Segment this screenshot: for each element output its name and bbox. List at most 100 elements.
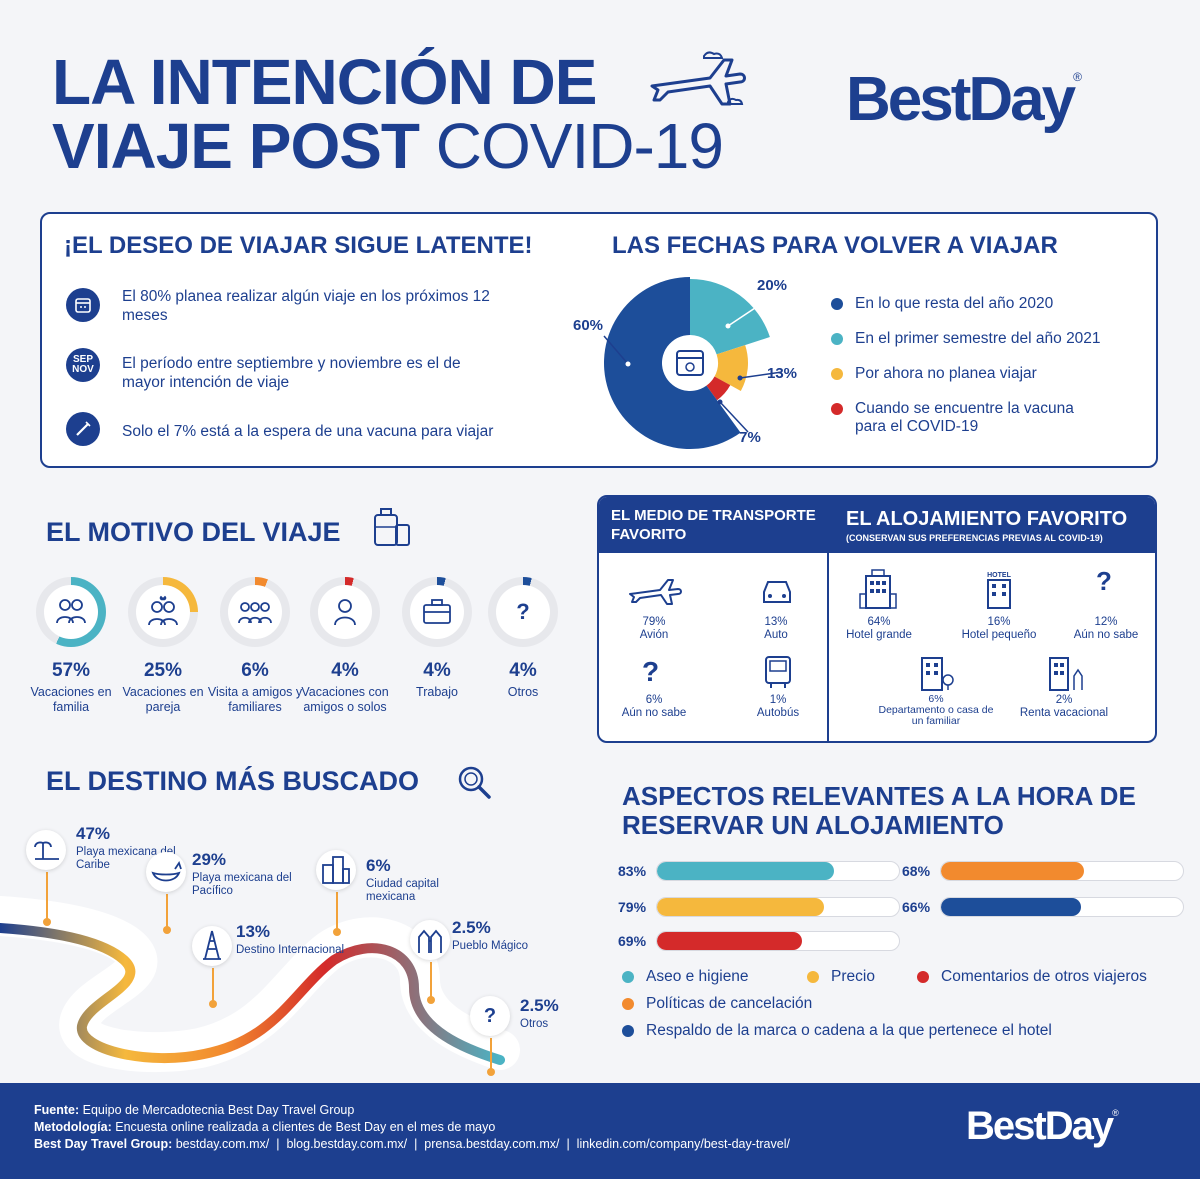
calendar-icon: [66, 288, 100, 322]
legend-item: En el primer semestre del año 2021: [831, 330, 1101, 348]
destination-pin: [490, 1038, 492, 1072]
beach-icon: [26, 830, 66, 870]
footer-link-blog[interactable]: blog.bestday.com.mx/: [286, 1137, 408, 1151]
footer-link-bestday[interactable]: bestday.com.mx/: [175, 1137, 270, 1151]
brand-logo[interactable]: BestDay®: [846, 65, 1082, 134]
dates-pie-chart: 60% 20% 13% 7%: [573, 277, 797, 449]
transport-pct: 6%: [645, 694, 663, 706]
pie-leader-dot: [725, 323, 731, 329]
legend-item: Comentarios de otros viajeros: [917, 968, 1147, 986]
footer-link-press[interactable]: prensa.bestday.com.mx/: [424, 1137, 560, 1151]
airplane-icon: [650, 51, 746, 106]
whale-icon: [146, 852, 186, 892]
aspect-bar-pct: 68%: [902, 863, 931, 879]
legend-item: Precio: [807, 968, 917, 986]
motive-label: Vacaciones en pareja: [122, 685, 204, 714]
destination-pin-dot: [487, 1068, 495, 1076]
aspect-bar: [656, 861, 900, 881]
footer-links: Best Day Travel Group: bestday.com.mx/ |…: [34, 1137, 790, 1151]
destination-pin-dot: [43, 918, 51, 926]
lodging-heading: EL ALOJAMIENTO FAVORITO: [846, 508, 1128, 530]
motive-label: Vacaciones en familia: [30, 685, 112, 714]
aspect-bar: [940, 861, 1184, 881]
vaccine-icon: [66, 412, 100, 446]
lodging-label: Hotel grande: [846, 629, 912, 641]
aspect-bar-pct: 66%: [902, 899, 931, 915]
motive-pct: 25%: [143, 660, 183, 681]
destination-pin: [212, 968, 214, 1004]
destination-pin: [46, 872, 48, 922]
pie-label: 60%: [573, 317, 603, 334]
family-icon: [44, 585, 98, 639]
destination-pct: 47%: [76, 824, 111, 843]
page-title: LA INTENCIÓN DE VIAJE POST COVID-19: [52, 46, 724, 178]
transport-label: Avión: [639, 629, 669, 641]
motive-ring: [128, 577, 198, 647]
question-icon: ?: [1096, 566, 1112, 596]
motive-label: Visita a amigos y familiares: [207, 685, 303, 714]
road-graphic: [0, 896, 520, 1073]
aspects-heading: ASPECTOS RELEVANTES A LA HORA DE RESERVAR…: [622, 781, 1136, 840]
transport-label: Aún no sabe: [621, 707, 687, 719]
destination-pin: [430, 962, 432, 1000]
footer-source: Fuente: Equipo de Mercadotecnia Best Day…: [34, 1103, 355, 1117]
pie-label: 7%: [739, 429, 761, 446]
pie-slice: [603, 277, 741, 449]
transport-pct: 1%: [769, 694, 787, 706]
footer-link-linkedin[interactable]: linkedin.com/company/best-day-travel/: [576, 1137, 790, 1151]
destination-pin: [336, 892, 338, 932]
destination-pin: [166, 894, 168, 930]
pie-label: 20%: [757, 277, 787, 294]
bus-icon: [765, 656, 791, 688]
destination-heading: EL DESTINO MÁS BUSCADO: [46, 766, 420, 796]
destination-pct: 6%: [366, 856, 391, 875]
top-panel: [40, 212, 1158, 468]
aspect-bar: [656, 931, 900, 951]
dates-legend: En lo que resta del año 2020 En el prime…: [831, 295, 1101, 436]
lodging-pct: 64%: [867, 616, 891, 628]
destination-pct: 13%: [236, 922, 271, 941]
transport-heading: EL MEDIO DE TRANSPORTE FAVORITO: [611, 507, 816, 543]
dates-heading: LAS FECHAS PARA VOLVER A VIAJAR: [612, 232, 1058, 259]
eiffel-icon: [192, 926, 232, 966]
footer: [0, 1083, 1200, 1179]
destination-label: Destino Internacional: [236, 944, 345, 956]
pie-leader-dot: [625, 361, 631, 367]
aspect-bar-fill: [657, 898, 824, 916]
friends-icon: [228, 585, 282, 639]
apartment-icon: [921, 657, 954, 691]
destination-pct: 29%: [192, 850, 227, 869]
pie-slice: [690, 279, 770, 355]
question-icon: ?: [496, 585, 550, 639]
church-icon: [410, 920, 450, 960]
transport-label: Autobús: [756, 707, 800, 719]
destination-pct: 2.5%: [520, 996, 559, 1015]
motive-pct: 6%: [241, 660, 269, 681]
luggage-icon: [374, 508, 410, 546]
motive-pct: 57%: [51, 660, 91, 681]
lodging-label: Departamento o casa de un familiar: [878, 704, 994, 727]
question-icon: ?: [642, 656, 660, 687]
footer-brand-logo[interactable]: BestDay®: [966, 1104, 1119, 1148]
motive-label: Otros: [507, 685, 539, 699]
motive-heading: EL MOTIVO DEL VIAJE: [46, 517, 341, 547]
couple-icon: [136, 585, 190, 639]
title-line-1: LA INTENCIÓN DE: [52, 46, 597, 118]
aspect-bar-fill: [941, 862, 1084, 880]
person-icon: [318, 585, 372, 639]
pie-leader-dot: [717, 399, 723, 405]
destination-pin-dot: [427, 996, 435, 1004]
transport-pct: 79%: [642, 616, 666, 628]
calendar-icon: [676, 350, 704, 376]
destination-label: Pueblo Mágico: [452, 940, 529, 952]
hotel-small-icon: HOTEL: [987, 572, 1012, 609]
legend-item: Cuando se encuentre la vacuna para el CO…: [831, 400, 1101, 436]
motive-ring: ?: [488, 577, 558, 647]
car-icon: [763, 581, 791, 603]
motive-pct: 4%: [423, 660, 451, 681]
motive-label: Trabajo: [416, 685, 458, 699]
aspect-bar-fill: [657, 932, 803, 950]
vacation-rental-icon: [1049, 657, 1083, 691]
title-line-2-bold: VIAJE POST: [52, 110, 420, 182]
aspect-bar-fill: [657, 862, 834, 880]
